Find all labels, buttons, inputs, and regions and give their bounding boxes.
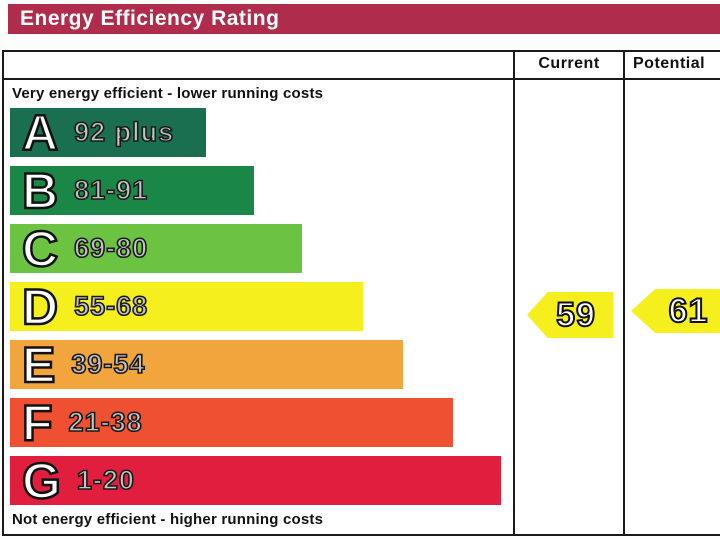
band-range: 69-80 [73, 232, 149, 264]
band-a: A 92 plus [10, 104, 206, 161]
current-rating-value: 59 [555, 295, 596, 335]
potential-column-divider [623, 52, 625, 534]
potential-rating-arrow: 61 [631, 289, 720, 333]
band-letter: E [21, 336, 57, 393]
band-f: F 21-38 [10, 394, 453, 451]
band-e: E 39-54 [10, 336, 403, 393]
band-range: 39-54 [71, 348, 146, 380]
band-letter: D [21, 278, 60, 335]
current-column-header: Current [538, 55, 600, 72]
top-note: Very energy efficient - lower running co… [12, 85, 324, 102]
current-column-divider [513, 52, 515, 534]
potential-column-header: Potential [633, 55, 706, 72]
band-range: 81-91 [73, 174, 149, 206]
band-letter: B [21, 162, 60, 219]
band-g: G 1-20 [10, 452, 501, 509]
title-bar: Energy Efficiency Rating [8, 4, 720, 34]
band-range: 21-38 [68, 406, 143, 438]
band-letter: F [21, 394, 54, 451]
page-title: Energy Efficiency Rating [20, 7, 280, 30]
potential-rating-value: 61 [668, 291, 709, 331]
rating-table: Current Potential Very energy efficient … [2, 50, 720, 536]
band-d: D 55-68 [10, 278, 363, 335]
band-range: 55-68 [73, 290, 149, 322]
band-letter: G [21, 452, 62, 509]
band-letter: A [21, 104, 60, 161]
current-rating-arrow: 59 [527, 292, 613, 338]
band-letter: C [21, 220, 60, 277]
rating-bands: A 92 plus B 81-91 C 69-80 D 55-68 E 39-54 F 21-38 G 1… [10, 104, 501, 514]
band-c: C 69-80 [10, 220, 302, 277]
band-range: 92 plus [73, 116, 175, 148]
bottom-note: Not energy efficient - higher running co… [12, 511, 324, 528]
table-header-row [4, 52, 720, 80]
band-b: B 81-91 [10, 162, 254, 219]
band-range: 1-20 [76, 464, 135, 496]
